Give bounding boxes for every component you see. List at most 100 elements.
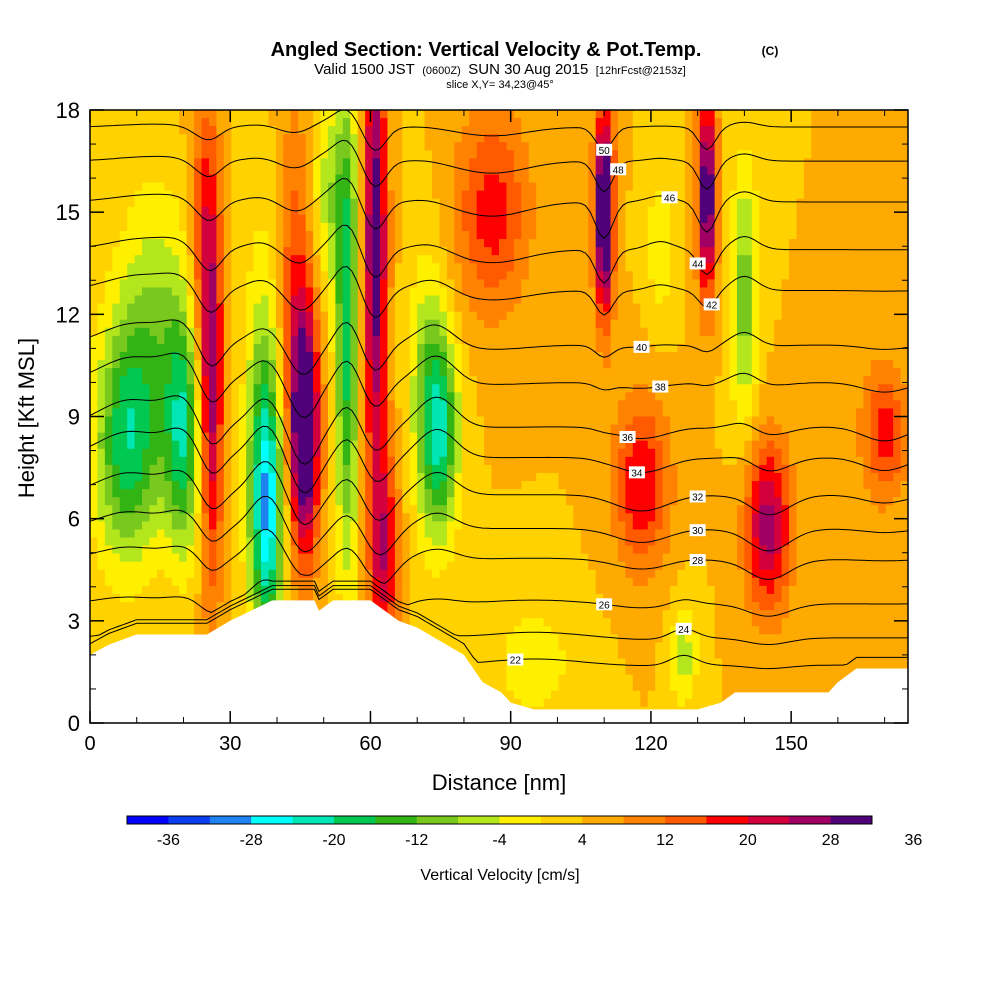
velocity-cell	[551, 602, 560, 611]
velocity-cell	[134, 319, 143, 329]
velocity-cell	[104, 271, 113, 280]
velocity-cell	[171, 206, 180, 216]
velocity-cell	[491, 610, 500, 619]
velocity-cell	[283, 569, 292, 579]
velocity-cell	[253, 239, 262, 248]
velocity-cell	[491, 472, 500, 482]
velocity-cell	[290, 158, 299, 168]
velocity-cell	[573, 489, 582, 498]
velocity-cell	[97, 174, 106, 184]
velocity-cell	[558, 674, 567, 684]
velocity-cell	[484, 666, 493, 676]
velocity-cell	[149, 440, 158, 450]
velocity-cell	[484, 360, 493, 369]
velocity-cell	[268, 456, 277, 466]
velocity-cell	[104, 166, 113, 176]
velocity-cell	[469, 529, 478, 539]
velocity-cell	[216, 319, 225, 329]
velocity-cell	[231, 158, 240, 168]
velocity-cell	[149, 497, 158, 506]
velocity-cell	[201, 602, 210, 611]
velocity-cell	[350, 263, 359, 272]
velocity-cell	[365, 287, 374, 297]
velocity-cell	[521, 239, 530, 248]
velocity-cell	[432, 464, 441, 474]
velocity-cell	[127, 198, 136, 208]
velocity-cell	[394, 610, 403, 619]
velocity-cell	[342, 569, 351, 579]
velocity-cell	[424, 456, 433, 466]
velocity-cell	[506, 682, 515, 692]
velocity-cell	[543, 190, 552, 200]
velocity-cell	[119, 351, 128, 361]
velocity-cell	[208, 279, 218, 289]
velocity-cell	[261, 255, 270, 264]
velocity-cell	[119, 626, 128, 635]
velocity-cell	[97, 416, 106, 426]
velocity-cell	[439, 134, 448, 143]
velocity-cell	[543, 343, 552, 353]
velocity-cell	[417, 610, 426, 619]
velocity-cell	[565, 432, 574, 442]
velocity-cell	[543, 424, 552, 434]
velocity-cell	[499, 521, 508, 531]
velocity-cell	[275, 481, 284, 490]
velocity-cell	[156, 505, 165, 514]
velocity-cell	[469, 271, 478, 280]
velocity-cell	[513, 497, 522, 506]
velocity-cell	[290, 351, 299, 361]
velocity-cell	[253, 335, 262, 345]
velocity-cell	[313, 230, 322, 240]
velocity-cell	[156, 448, 165, 458]
velocity-cell	[528, 690, 537, 700]
velocity-cell	[275, 351, 284, 361]
velocity-cell	[350, 505, 359, 514]
velocity-cell	[142, 505, 151, 514]
velocity-cell	[231, 271, 240, 280]
velocity-cell	[290, 513, 299, 522]
velocity-cell	[186, 610, 195, 619]
velocity-cell	[439, 351, 448, 361]
velocity-cell	[521, 158, 530, 168]
velocity-cell	[536, 239, 545, 248]
velocity-cell	[275, 408, 284, 418]
velocity-cell	[417, 561, 426, 571]
velocity-cell	[223, 545, 232, 555]
velocity-cell	[499, 126, 508, 135]
velocity-cell	[424, 569, 433, 579]
velocity-cell	[521, 650, 530, 660]
velocity-cell	[469, 279, 478, 289]
velocity-cell	[104, 553, 113, 563]
velocity-cell	[238, 142, 247, 151]
velocity-cell	[134, 585, 143, 595]
velocity-cell	[484, 618, 493, 627]
velocity-cell	[201, 537, 210, 547]
velocity-cell	[543, 658, 552, 668]
velocity-cell	[283, 400, 292, 410]
velocity-cell	[506, 521, 515, 531]
velocity-cell	[491, 392, 500, 401]
velocity-cell	[119, 174, 128, 184]
velocity-cell	[164, 271, 173, 280]
velocity-cell	[179, 239, 188, 248]
velocity-cell	[551, 360, 560, 369]
velocity-cell	[565, 521, 574, 531]
velocity-cell	[253, 513, 262, 522]
velocity-cell	[365, 513, 374, 522]
velocity-cell	[528, 335, 537, 345]
velocity-cell	[179, 295, 188, 305]
velocity-cell	[528, 642, 537, 652]
velocity-cell	[142, 561, 151, 571]
velocity-cell	[439, 464, 448, 474]
velocity-cell	[313, 464, 322, 474]
velocity-cell	[558, 553, 567, 563]
velocity-cell	[327, 593, 336, 603]
velocity-cell	[290, 150, 299, 159]
velocity-cell	[164, 222, 173, 232]
velocity-cell	[216, 134, 225, 143]
velocity-cell	[342, 230, 351, 240]
velocity-cell	[305, 440, 314, 450]
velocity-cell	[432, 602, 441, 611]
velocity-cell	[298, 174, 307, 184]
velocity-cell	[171, 214, 180, 224]
